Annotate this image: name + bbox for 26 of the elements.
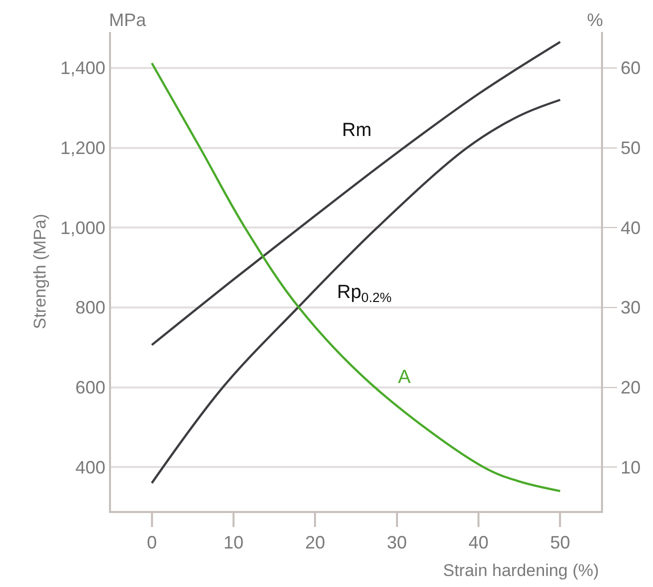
y2-tick-label: 30 bbox=[620, 298, 641, 318]
y2-axis-title: % bbox=[587, 10, 604, 30]
y-tick-label: 1,200 bbox=[60, 138, 106, 158]
x-tick-label: 10 bbox=[223, 532, 244, 553]
x-tick-label: 40 bbox=[468, 532, 489, 553]
y-tick-label: 800 bbox=[75, 298, 106, 318]
y2-tick-label: 10 bbox=[620, 457, 641, 478]
y-tick-label: 400 bbox=[75, 457, 106, 478]
y-tick-label: 1,000 bbox=[60, 218, 106, 238]
series-label: Rm bbox=[342, 120, 372, 141]
series-label: Rp$_{0.2%}$ bbox=[337, 282, 392, 305]
y2-tick-label: 40 bbox=[620, 218, 641, 238]
y2-tick-label: 50 bbox=[620, 138, 641, 158]
y-tick-label: 600 bbox=[75, 378, 106, 398]
text: MPa bbox=[109, 10, 147, 30]
y2-tick-label: 20 bbox=[620, 378, 641, 398]
x-axis-title: Strain hardening (%) bbox=[443, 561, 599, 580]
y-tick-label: 1,400 bbox=[60, 58, 106, 78]
y-axis-title: Strength (MPa) bbox=[30, 214, 50, 330]
x-tick-label: 20 bbox=[305, 532, 326, 553]
x-tick-label: 0 bbox=[146, 532, 157, 553]
series-label: A bbox=[398, 367, 411, 388]
line-series bbox=[150, 40, 562, 346]
y2-tick-label: 60 bbox=[620, 58, 641, 78]
x-tick-label: 50 bbox=[550, 532, 570, 553]
x-tick-label: 30 bbox=[386, 532, 407, 553]
